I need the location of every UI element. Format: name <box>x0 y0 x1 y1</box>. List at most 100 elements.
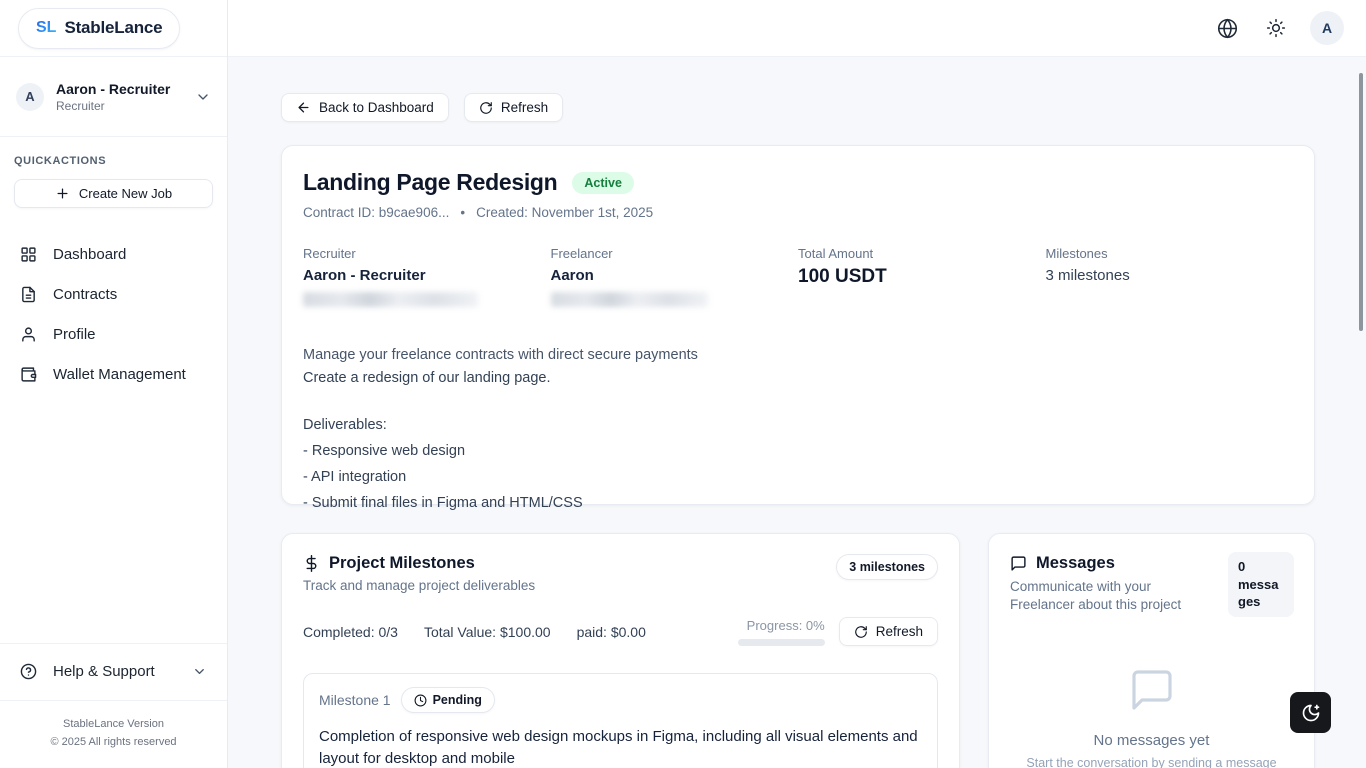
user-role: Recruiter <box>56 98 105 113</box>
field-freelancer: Freelancer Aaron <box>550 246 799 307</box>
field-recruiter: Recruiter Aaron - Recruiter <box>303 246 551 307</box>
refresh-button[interactable]: Refresh <box>463 93 564 122</box>
contract-meta: Contract ID: b9cae906... • Created: Nove… <box>303 205 1293 220</box>
quick-actions-label: QUICKACTIONS <box>14 155 107 167</box>
brand-logo-mark: SL <box>36 19 57 36</box>
create-new-job-label: Create New Job <box>78 186 173 201</box>
milestones-refresh-label: Refresh <box>875 624 923 639</box>
dollar-icon <box>303 555 320 572</box>
field-milestones: Milestones 3 milestones <box>1046 246 1294 307</box>
back-to-dashboard-label: Back to Dashboard <box>319 100 434 115</box>
message-bubble-large-icon <box>1128 666 1176 714</box>
field-value: 100 USDT <box>798 266 887 287</box>
user-avatar: A <box>16 82 44 111</box>
sidebar-item-label: Dashboard <box>53 245 127 263</box>
field-value: Aaron <box>550 267 594 284</box>
field-label: Milestones <box>1045 246 1108 261</box>
chevron-down-icon <box>192 664 207 679</box>
help-support-label: Help & Support <box>53 663 155 681</box>
field-value: Aaron - Recruiter <box>303 267 426 284</box>
stat-completed: Completed: 0/3 <box>303 623 398 640</box>
milestone-item[interactable]: Milestone 1 Pending Completion of respon… <box>303 673 938 768</box>
language-globe-button[interactable] <box>1213 14 1242 43</box>
milestone-status-label: Pending <box>432 693 482 707</box>
theme-toggle-button[interactable] <box>1262 14 1290 42</box>
arrow-left-icon <box>296 100 311 115</box>
sidebar-item-wallet[interactable]: Wallet Management <box>0 354 227 394</box>
footer-version: StableLance Version <box>63 717 164 730</box>
progress-bar <box>737 638 825 646</box>
messages-panel-subtitle: Communicate with your Freelancer about t… <box>1010 579 1182 613</box>
contract-id: Contract ID: b9cae906... <box>303 205 450 220</box>
redacted-address <box>550 292 708 307</box>
create-new-job-button[interactable]: Create New Job <box>14 179 213 208</box>
toolbar: Back to Dashboard Refresh <box>281 93 1366 122</box>
milestones-panel-subtitle: Track and manage project deliverables <box>303 578 536 593</box>
user-meta: Aaron - Recruiter Recruiter <box>56 81 183 113</box>
description-line: - API integration <box>303 469 407 485</box>
description-line: - Responsive web design <box>303 443 466 459</box>
milestones-stats: Completed: 0/3 Total Value: $100.00 paid… <box>303 624 646 640</box>
contracts-file-icon <box>20 286 37 303</box>
sidebar-item-label: Contracts <box>53 285 118 303</box>
main-content: Back to Dashboard Refresh Landing Page R… <box>228 57 1366 768</box>
header-avatar[interactable]: A <box>1310 11 1344 45</box>
field-value: 3 milestones <box>1045 267 1130 284</box>
sidebar-item-dashboard[interactable]: Dashboard <box>0 234 227 274</box>
footer-copyright: © 2025 All rights reserved <box>50 736 177 749</box>
globe-icon <box>1217 18 1238 39</box>
field-total-amount: Total Amount 100 USDT <box>798 246 1046 307</box>
brand-logo[interactable]: SL StableLance <box>18 7 181 49</box>
milestone-name: Milestone 1 <box>319 692 391 708</box>
sidebar-nav: Dashboard Contracts Profile Wallet Manag… <box>0 234 227 394</box>
moon-icon <box>1301 703 1321 723</box>
sidebar-spacer <box>0 394 227 643</box>
sidebar-item-contracts[interactable]: Contracts <box>0 274 227 314</box>
description-line: - Submit final files in Figma and HTML/C… <box>303 495 583 511</box>
refresh-icon <box>479 101 493 115</box>
sidebar-item-profile[interactable]: Profile <box>0 314 227 354</box>
help-support-toggle[interactable]: Help & Support <box>0 642 227 701</box>
stat-paid: paid: $0.00 <box>576 623 646 640</box>
messages-panel-title: Messages <box>1036 554 1115 572</box>
messages-empty-title: No messages yet <box>1093 732 1210 750</box>
description-line: Create a redesign of our landing page. <box>303 370 551 386</box>
stat-total-value: Total Value: $100.00 <box>423 623 551 640</box>
page-scrollbar[interactable] <box>1359 73 1363 331</box>
sidebar: SL StableLance A Aaron - Recruiter Recru… <box>0 0 228 768</box>
contract-description: Manage your freelance contracts with dir… <box>303 347 1293 514</box>
field-label: Freelancer <box>550 246 613 261</box>
dark-mode-fab[interactable] <box>1290 692 1331 733</box>
refresh-label: Refresh <box>500 100 549 115</box>
plus-icon <box>55 186 70 201</box>
clock-icon <box>414 694 427 707</box>
page-title: Landing Page Redesign <box>303 169 558 195</box>
milestones-count-badge: 3 milestones <box>836 554 938 580</box>
contract-tagline: Manage your freelance contracts with dir… <box>303 347 698 363</box>
milestone-status-badge: Pending <box>400 687 495 713</box>
meta-dot-separator: • <box>460 205 466 220</box>
sidebar-item-label: Wallet Management <box>53 365 186 383</box>
logo-row: SL StableLance <box>0 0 227 57</box>
back-to-dashboard-button[interactable]: Back to Dashboard <box>281 93 449 122</box>
profile-user-icon <box>20 326 37 343</box>
sidebar-item-label: Profile <box>53 325 96 343</box>
contract-card: Landing Page Redesign Active Contract ID… <box>281 145 1315 511</box>
milestones-panel: Project Milestones Track and manage proj… <box>281 533 960 768</box>
messages-count-badge: 0 messages <box>1228 552 1294 617</box>
messages-panel: Messages Communicate with your Freelance… <box>988 533 1315 768</box>
redacted-address <box>303 292 478 307</box>
messages-empty-subtitle: Start the conversation by sending a mess… <box>1026 756 1277 768</box>
field-label: Total Amount <box>798 246 874 261</box>
sidebar-footer: StableLance Version © 2025 All rights re… <box>0 701 227 768</box>
progress-label: Progress: 0% <box>746 617 825 633</box>
message-icon <box>1010 555 1027 572</box>
help-circle-icon <box>20 663 37 680</box>
milestones-refresh-button[interactable]: Refresh <box>838 617 938 646</box>
chevron-down-icon <box>195 89 211 105</box>
refresh-icon <box>854 625 868 639</box>
wallet-icon <box>20 366 37 383</box>
dashboard-icon <box>20 246 37 263</box>
user-menu[interactable]: A Aaron - Recruiter Recruiter <box>0 57 227 137</box>
description-line: Deliverables: <box>303 417 387 433</box>
